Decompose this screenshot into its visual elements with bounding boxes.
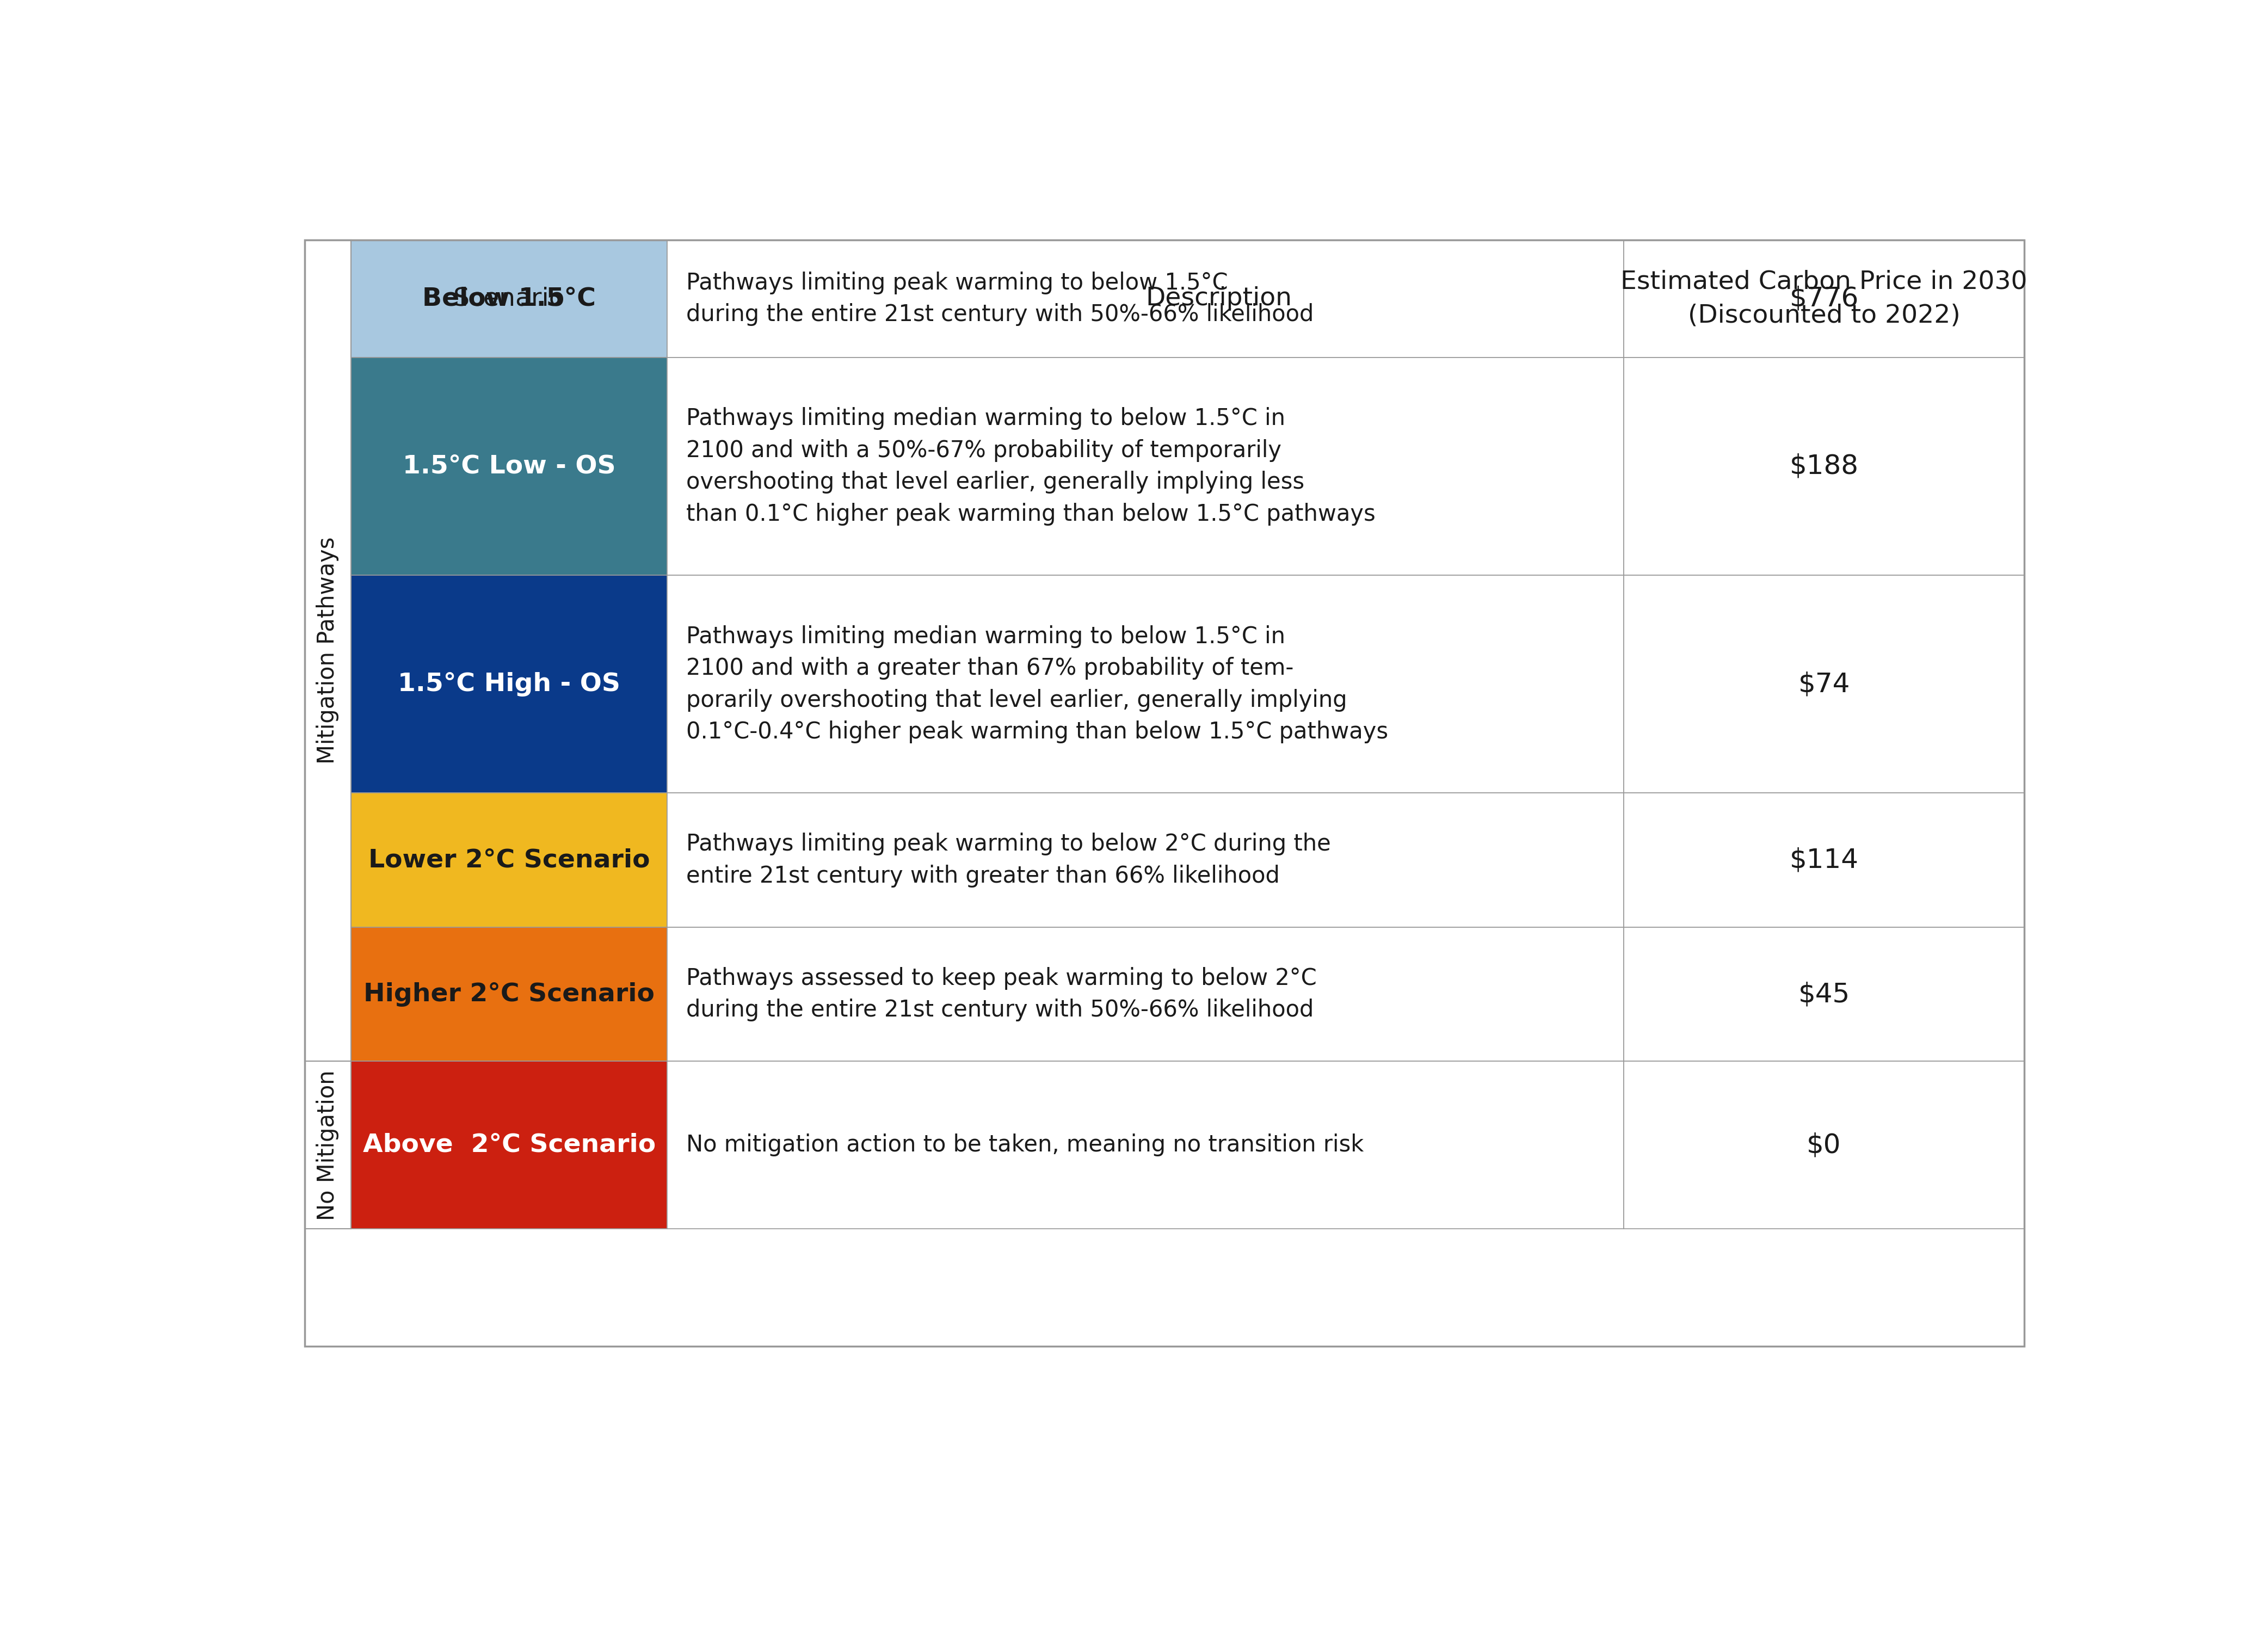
FancyBboxPatch shape bbox=[304, 239, 2025, 357]
Text: Scenario: Scenario bbox=[454, 286, 565, 310]
FancyBboxPatch shape bbox=[304, 1062, 352, 1228]
Text: No mitigation action to be taken, meaning no transition risk: No mitigation action to be taken, meanin… bbox=[687, 1134, 1363, 1156]
FancyBboxPatch shape bbox=[667, 1062, 1624, 1228]
Text: $188: $188 bbox=[1789, 454, 1857, 479]
FancyBboxPatch shape bbox=[352, 239, 667, 357]
FancyBboxPatch shape bbox=[1624, 239, 2025, 357]
Text: Lower 2°C Scenario: Lower 2°C Scenario bbox=[367, 849, 651, 872]
Text: Pathways limiting median warming to below 1.5°C in
2100 and with a greater than : Pathways limiting median warming to belo… bbox=[687, 626, 1388, 743]
Text: Pathways assessed to keep peak warming to below 2°C
during the entire 21st centu: Pathways assessed to keep peak warming t… bbox=[687, 967, 1318, 1022]
Text: Pathways limiting peak warming to below 1.5°C
during the entire 21st century wit: Pathways limiting peak warming to below … bbox=[687, 271, 1313, 325]
Text: Higher 2°C Scenario: Higher 2°C Scenario bbox=[363, 982, 655, 1007]
Text: Pathways limiting peak warming to below 2°C during the
entire 21st century with : Pathways limiting peak warming to below … bbox=[687, 832, 1331, 888]
Text: Mitigation Pathways: Mitigation Pathways bbox=[315, 537, 340, 764]
Text: $74: $74 bbox=[1799, 670, 1851, 697]
Text: $45: $45 bbox=[1799, 981, 1851, 1007]
FancyBboxPatch shape bbox=[1624, 575, 2025, 792]
FancyBboxPatch shape bbox=[1624, 357, 2025, 575]
Text: 1.5°C High - OS: 1.5°C High - OS bbox=[397, 672, 621, 697]
FancyBboxPatch shape bbox=[667, 792, 1624, 928]
FancyBboxPatch shape bbox=[667, 928, 1624, 1062]
Text: Estimated Carbon Price in 2030
(Discounted to 2022): Estimated Carbon Price in 2030 (Discount… bbox=[1622, 269, 2028, 329]
Text: $776: $776 bbox=[1789, 286, 1860, 312]
FancyBboxPatch shape bbox=[352, 792, 667, 928]
FancyBboxPatch shape bbox=[352, 575, 667, 792]
Text: $114: $114 bbox=[1789, 847, 1857, 873]
Text: Description: Description bbox=[1145, 286, 1293, 310]
FancyBboxPatch shape bbox=[352, 357, 667, 575]
FancyBboxPatch shape bbox=[304, 239, 352, 1062]
FancyBboxPatch shape bbox=[1624, 792, 2025, 928]
FancyBboxPatch shape bbox=[1624, 1062, 2025, 1228]
Text: 1.5°C Low - OS: 1.5°C Low - OS bbox=[401, 454, 615, 479]
FancyBboxPatch shape bbox=[667, 357, 1624, 575]
FancyBboxPatch shape bbox=[667, 575, 1624, 792]
Text: Below 1.5°C: Below 1.5°C bbox=[422, 286, 596, 310]
FancyBboxPatch shape bbox=[667, 239, 1624, 357]
Text: Above  2°C Scenario: Above 2°C Scenario bbox=[363, 1133, 655, 1157]
Text: No Mitigation: No Mitigation bbox=[315, 1070, 340, 1220]
FancyBboxPatch shape bbox=[1624, 928, 2025, 1062]
Text: Pathways limiting median warming to below 1.5°C in
2100 and with a 50%-67% proba: Pathways limiting median warming to belo… bbox=[687, 408, 1374, 525]
Text: $0: $0 bbox=[1808, 1133, 1842, 1157]
FancyBboxPatch shape bbox=[352, 1062, 667, 1228]
FancyBboxPatch shape bbox=[352, 928, 667, 1062]
